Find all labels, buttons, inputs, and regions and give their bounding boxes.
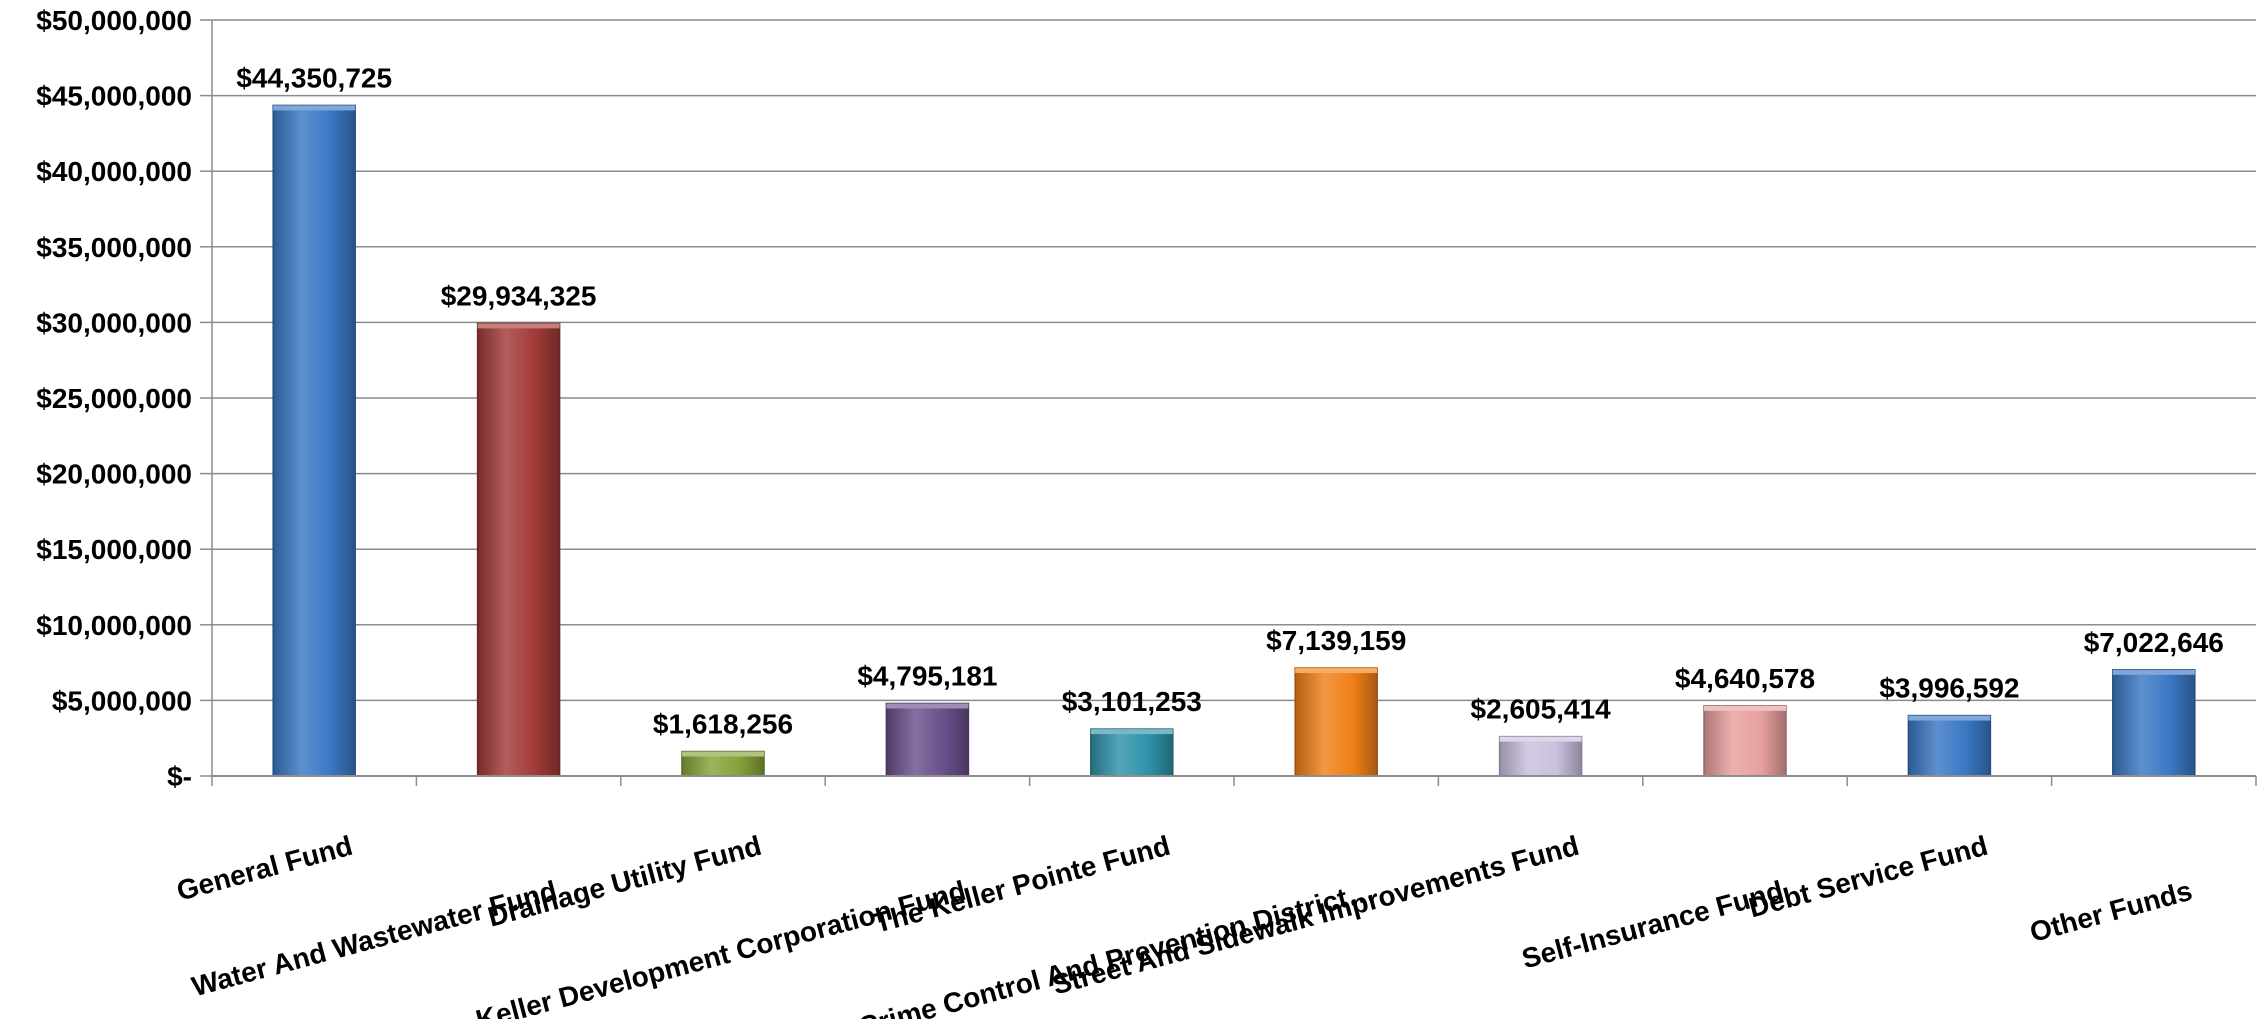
data-label: $4,640,578: [1675, 663, 1815, 694]
y-tick-label: $10,000,000: [36, 610, 192, 641]
bars: [272, 104, 2196, 777]
y-tick-label: $40,000,000: [36, 156, 192, 187]
bar-top-highlight: [2112, 669, 2195, 675]
y-axis: $- $5,000,000 $10,000,000 $15,000,000 $20,00…: [36, 5, 212, 792]
data-label: $29,934,325: [441, 280, 597, 311]
x-tick-label: General Fund: [173, 830, 355, 907]
x-tick-label: Self-Insurance Fund: [1519, 875, 1787, 975]
bar: [1090, 728, 1174, 777]
y-tick-label: $-: [167, 761, 192, 792]
data-label: $1,618,256: [653, 709, 793, 740]
data-label: $2,605,414: [1471, 694, 1612, 725]
bar-top-highlight: [1090, 729, 1173, 735]
data-label: $7,139,159: [1266, 625, 1406, 656]
data-label: $3,101,253: [1062, 686, 1202, 717]
bar: [1498, 735, 1583, 777]
x-tick-label: Other Funds: [2027, 875, 2196, 948]
bar-top-highlight: [1295, 668, 1378, 674]
bar: [1703, 705, 1787, 777]
bar-top-highlight: [1704, 705, 1786, 711]
y-tick-label: $35,000,000: [36, 232, 192, 263]
data-label: $44,350,725: [236, 62, 392, 93]
x-axis: [211, 20, 2257, 786]
bar-top-highlight: [886, 703, 969, 709]
y-tick-label: $20,000,000: [36, 459, 192, 490]
y-tick-label: $25,000,000: [36, 383, 192, 414]
bar-top-highlight: [273, 105, 356, 111]
y-tick-label: $5,000,000: [52, 685, 192, 716]
bar: [272, 104, 356, 777]
y-tick-label: $15,000,000: [36, 534, 192, 565]
x-tick-label: Keller Crime Control And Prevention Dist…: [773, 875, 1378, 1019]
data-label: $4,795,181: [857, 660, 997, 691]
y-tick-label: $50,000,000: [36, 5, 192, 36]
bar: [885, 702, 970, 777]
bar: [2112, 669, 2196, 777]
y-tick-label: $45,000,000: [36, 81, 192, 112]
data-label: $7,022,646: [2084, 627, 2224, 658]
bar: [1294, 667, 1378, 777]
bar-top-highlight: [1499, 736, 1582, 742]
bar: [1907, 714, 1992, 777]
x-tick-label: Debt Service Fund: [1745, 830, 1990, 924]
bar-top-highlight: [477, 323, 560, 329]
bar-top-highlight: [1908, 715, 1991, 721]
x-tick-label: Water And Wastewater Fund: [188, 875, 560, 1002]
bar: [476, 322, 561, 777]
x-tick-label: The Keller Pointe Fund: [871, 830, 1174, 939]
bar-top-highlight: [682, 751, 764, 757]
y-tick-label: $30,000,000: [36, 307, 192, 338]
data-labels: $44,350,725 $29,934,325 $1,618,256 $4,795,1…: [236, 62, 2224, 739]
data-label: $3,996,592: [1879, 673, 2019, 704]
